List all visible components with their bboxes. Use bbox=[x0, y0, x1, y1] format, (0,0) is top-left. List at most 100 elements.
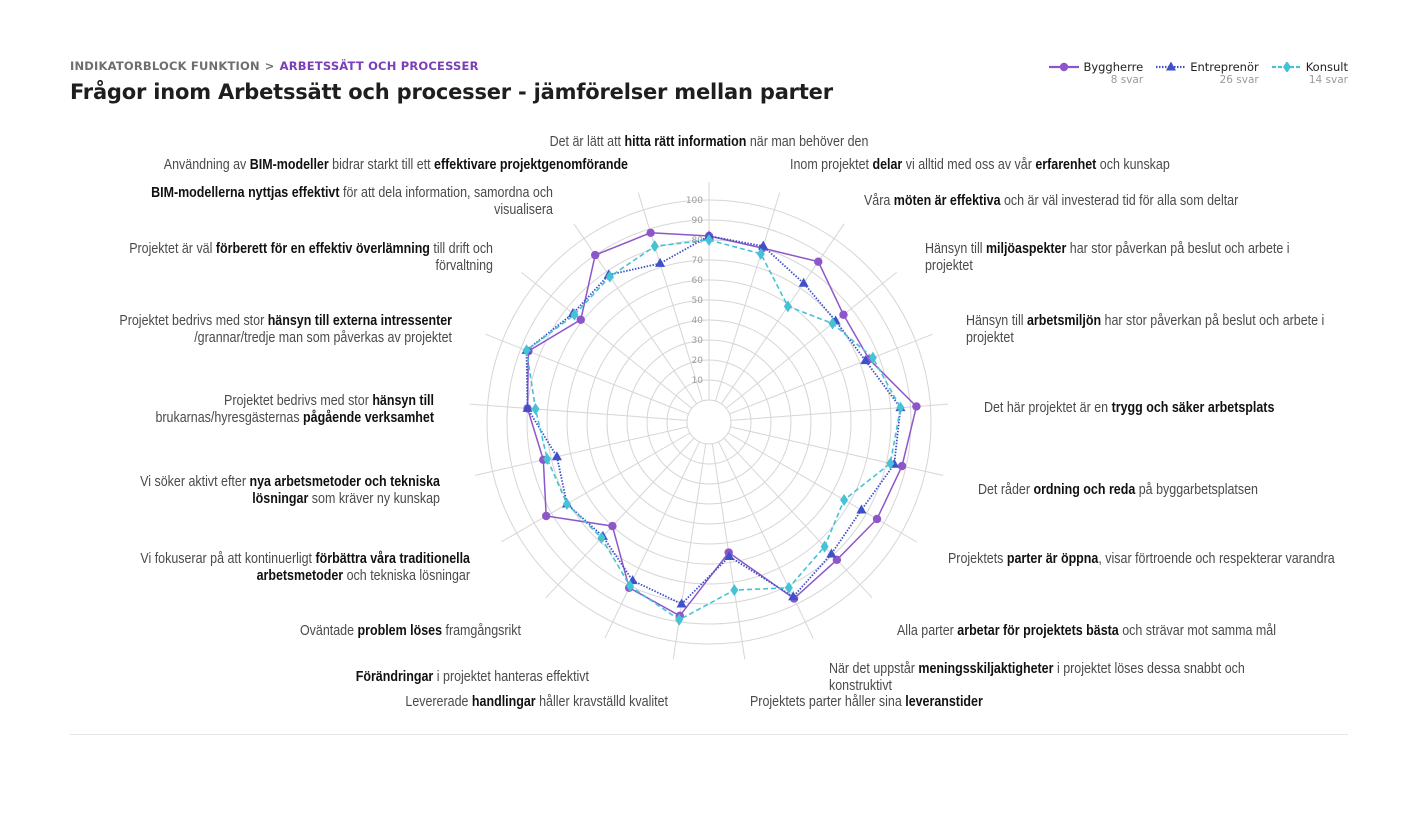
grid-spoke bbox=[573, 223, 698, 405]
legend-item-konsult[interactable]: Konsult 14 svar bbox=[1271, 60, 1348, 86]
axis-category-label: förvaltning bbox=[435, 257, 493, 273]
breadcrumb-root[interactable]: INDIKATORBLOCK FUNKTION bbox=[70, 59, 260, 73]
grid-spoke bbox=[604, 441, 700, 639]
data-point bbox=[597, 531, 606, 544]
axis-category-label: BIM-modellerna nyttjas effektivt för att… bbox=[151, 184, 553, 200]
grid-spoke bbox=[485, 333, 689, 415]
section-divider bbox=[70, 734, 1348, 735]
chart-legend: Byggherre 8 svar Entreprenör 26 svar Kon… bbox=[1048, 60, 1348, 86]
tick-label: 60 bbox=[692, 276, 704, 286]
grid-spoke bbox=[730, 403, 949, 421]
data-point bbox=[608, 521, 617, 531]
axis-category-label: Projektet bedrivs med stor hänsyn till bbox=[224, 392, 434, 408]
legend-swatch-konsult bbox=[1271, 62, 1302, 72]
data-point bbox=[840, 494, 849, 506]
tick-label: 40 bbox=[692, 316, 704, 326]
data-point bbox=[860, 355, 871, 365]
data-point bbox=[839, 310, 848, 319]
data-point bbox=[886, 457, 895, 470]
data-point bbox=[814, 257, 823, 266]
data-point bbox=[562, 498, 571, 510]
data-point bbox=[541, 511, 551, 521]
axis-category-label: Förändringar i projektet hanteras effekt… bbox=[356, 668, 589, 684]
axis-category-label: Hänsyn till miljöaspekter har stor påver… bbox=[925, 240, 1290, 256]
axis-category-label: konstruktivt bbox=[829, 677, 892, 693]
axis-category-label: Våra möten är effektiva och är väl inves… bbox=[864, 192, 1239, 208]
data-point bbox=[705, 234, 713, 246]
legend-item-entreprenor[interactable]: Entreprenör 26 svar bbox=[1155, 60, 1259, 86]
series-byggherre bbox=[523, 228, 921, 621]
legend-item-byggherre[interactable]: Byggherre 8 svar bbox=[1048, 60, 1143, 86]
tick-label: 20 bbox=[692, 356, 704, 366]
data-point bbox=[543, 452, 552, 465]
series-line bbox=[525, 235, 902, 605]
data-point bbox=[1166, 62, 1177, 71]
data-point bbox=[675, 613, 684, 626]
axis-category-label: Levererade handlingar håller kravställd … bbox=[405, 693, 668, 709]
grid-spoke bbox=[730, 426, 944, 476]
axis-category-label: Det är lätt att hitta rätt information n… bbox=[550, 133, 869, 149]
data-point bbox=[784, 581, 793, 594]
data-point bbox=[724, 550, 735, 560]
tick-label: 70 bbox=[692, 256, 704, 266]
axis-category-label: Projektet bedrivs med stor hänsyn till e… bbox=[119, 312, 452, 328]
axis-category-label: Projektet är väl förberett för en effekt… bbox=[129, 240, 493, 256]
data-point bbox=[783, 300, 792, 313]
data-point bbox=[646, 228, 655, 237]
axis-category-label: Projektets parter håller sina leveransti… bbox=[750, 693, 984, 709]
grid-spoke bbox=[718, 441, 814, 639]
data-point bbox=[756, 247, 765, 260]
axis-category-label: Projektets parter är öppna, visar förtro… bbox=[948, 550, 1335, 566]
series-entreprenör bbox=[521, 230, 906, 608]
breadcrumb-separator: > bbox=[264, 59, 275, 73]
data-point bbox=[826, 548, 837, 558]
data-point bbox=[1060, 62, 1069, 72]
data-point bbox=[605, 270, 614, 283]
series-line bbox=[526, 232, 918, 617]
data-point bbox=[788, 591, 799, 601]
tick-label: 10 bbox=[692, 376, 704, 386]
page-title: Frågor inom Arbetssätt och processer - j… bbox=[70, 80, 833, 104]
legend-label: Konsult bbox=[1305, 60, 1348, 74]
axis-category-label: Vi fokuserar på att kontinuerligt förbät… bbox=[140, 550, 470, 566]
grid-spoke bbox=[500, 432, 691, 543]
data-point bbox=[828, 317, 837, 330]
axis-category-label: projektet bbox=[925, 257, 973, 273]
legend-count: 26 svar bbox=[1219, 74, 1259, 86]
data-point bbox=[655, 257, 666, 267]
grid-spoke bbox=[521, 271, 693, 409]
axis-category-label: Vi söker aktivt efter nya arbetsmetoder … bbox=[140, 473, 440, 489]
grid-spoke bbox=[723, 437, 873, 599]
data-point bbox=[576, 315, 585, 324]
grid-spoke bbox=[727, 432, 918, 543]
tick-label: 30 bbox=[692, 336, 704, 346]
data-point bbox=[522, 402, 533, 412]
data-point bbox=[650, 240, 659, 253]
data-point bbox=[798, 277, 809, 287]
data-point bbox=[872, 514, 882, 524]
axis-category-label: arbetsmetoder och tekniska lösningar bbox=[257, 567, 471, 583]
axis-category-label: När det uppstår meningsskiljaktigheter i… bbox=[829, 660, 1245, 676]
axis-category-label: Det råder ordning och reda på byggarbets… bbox=[978, 481, 1258, 497]
data-point bbox=[868, 351, 877, 364]
series-konsult bbox=[522, 234, 905, 626]
data-point bbox=[820, 540, 829, 553]
axis-category-label: Alla parter arbetar för projektets bästa… bbox=[897, 622, 1276, 638]
tick-label: 50 bbox=[692, 296, 704, 306]
axis-category-label: Hänsyn till arbetsmiljön har stor påverk… bbox=[966, 312, 1324, 328]
axis-category-label: projektet bbox=[966, 329, 1014, 345]
data-point bbox=[758, 240, 769, 250]
data-point bbox=[531, 402, 540, 415]
tick-label: 90 bbox=[692, 216, 704, 226]
axis-category-label: Användning av BIM-modeller bidrar starkt… bbox=[164, 156, 629, 172]
tick-label: 80 bbox=[692, 236, 704, 246]
axis-category-label: Oväntade problem löses framgångsrikt bbox=[300, 622, 521, 638]
data-point bbox=[896, 401, 905, 414]
legend-swatch-entreprenor bbox=[1156, 62, 1187, 71]
legend-count: 8 svar bbox=[1110, 74, 1144, 86]
grid-spoke bbox=[720, 223, 845, 405]
grid-spoke bbox=[715, 192, 781, 402]
legend-swatch-byggherre bbox=[1049, 62, 1080, 72]
breadcrumb-current: ARBETSSÄTT OCH PROCESSER bbox=[279, 59, 479, 73]
